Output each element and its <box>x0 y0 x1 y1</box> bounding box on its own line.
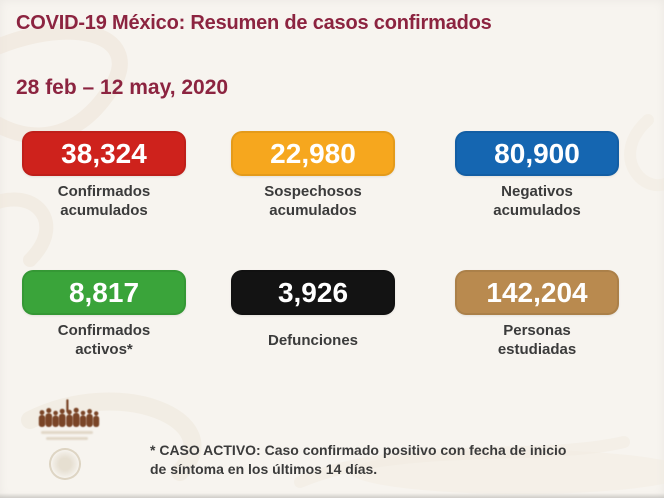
stat-label: Negativos acumulados <box>493 183 581 219</box>
stat-value: 142,204 <box>486 276 588 308</box>
footnote-line-1: * CASO ACTIVO: Caso confirmado positivo … <box>150 442 567 458</box>
stat-label: Sospechosos acumulados <box>264 183 362 219</box>
stat-card-defunciones: 3,926 Defunciones <box>231 270 395 360</box>
stat-value-pill: 22,980 <box>231 131 395 176</box>
stat-value: 80,900 <box>494 137 580 169</box>
stat-card-confirmados-activos: 8,817 Confirmados activos* <box>22 270 186 360</box>
footnote: * CASO ACTIVO: Caso confirmado positivo … <box>150 441 590 479</box>
date-range: 28 feb – 12 may, 2020 <box>16 76 229 99</box>
stat-value: 38,324 <box>61 137 147 169</box>
stat-value-pill: 3,926 <box>231 270 395 315</box>
gobierno-de-mexico-logo-icon <box>38 399 100 427</box>
stat-value: 3,926 <box>277 276 349 308</box>
stat-value-pill: 8,817 <box>22 270 186 315</box>
page-title: COVID-19 México: Resumen de casos confir… <box>16 12 492 34</box>
stat-value: 8,817 <box>68 276 140 308</box>
stat-card-personas-estudiadas: 142,204 Personas estudiadas <box>455 270 619 360</box>
stat-value-pill: 80,900 <box>455 131 619 176</box>
bottom-edge-shadow <box>0 493 664 498</box>
logo-caption-line <box>41 431 93 434</box>
stat-value: 22,980 <box>270 137 356 169</box>
stat-label: Confirmados activos* <box>57 322 151 358</box>
stat-card-negativos-acumulados: 80,900 Negativos acumulados <box>455 131 619 221</box>
stat-value-pill: 142,204 <box>455 270 619 315</box>
stat-label: Defunciones <box>267 331 358 349</box>
stat-label: Confirmados acumulados <box>57 183 151 219</box>
stat-card-confirmados-acumulados: 38,324 Confirmados acumulados <box>22 131 186 221</box>
stat-label: Personas estudiadas <box>497 322 577 358</box>
logo-caption-line <box>46 437 88 440</box>
stat-value-pill: 38,324 <box>22 131 186 176</box>
government-seal-watermark <box>49 448 81 480</box>
stat-card-sospechosos-acumulados: 22,980 Sospechosos acumulados <box>231 131 395 221</box>
footnote-line-2: de síntoma en los últimos 14 días. <box>150 461 378 477</box>
